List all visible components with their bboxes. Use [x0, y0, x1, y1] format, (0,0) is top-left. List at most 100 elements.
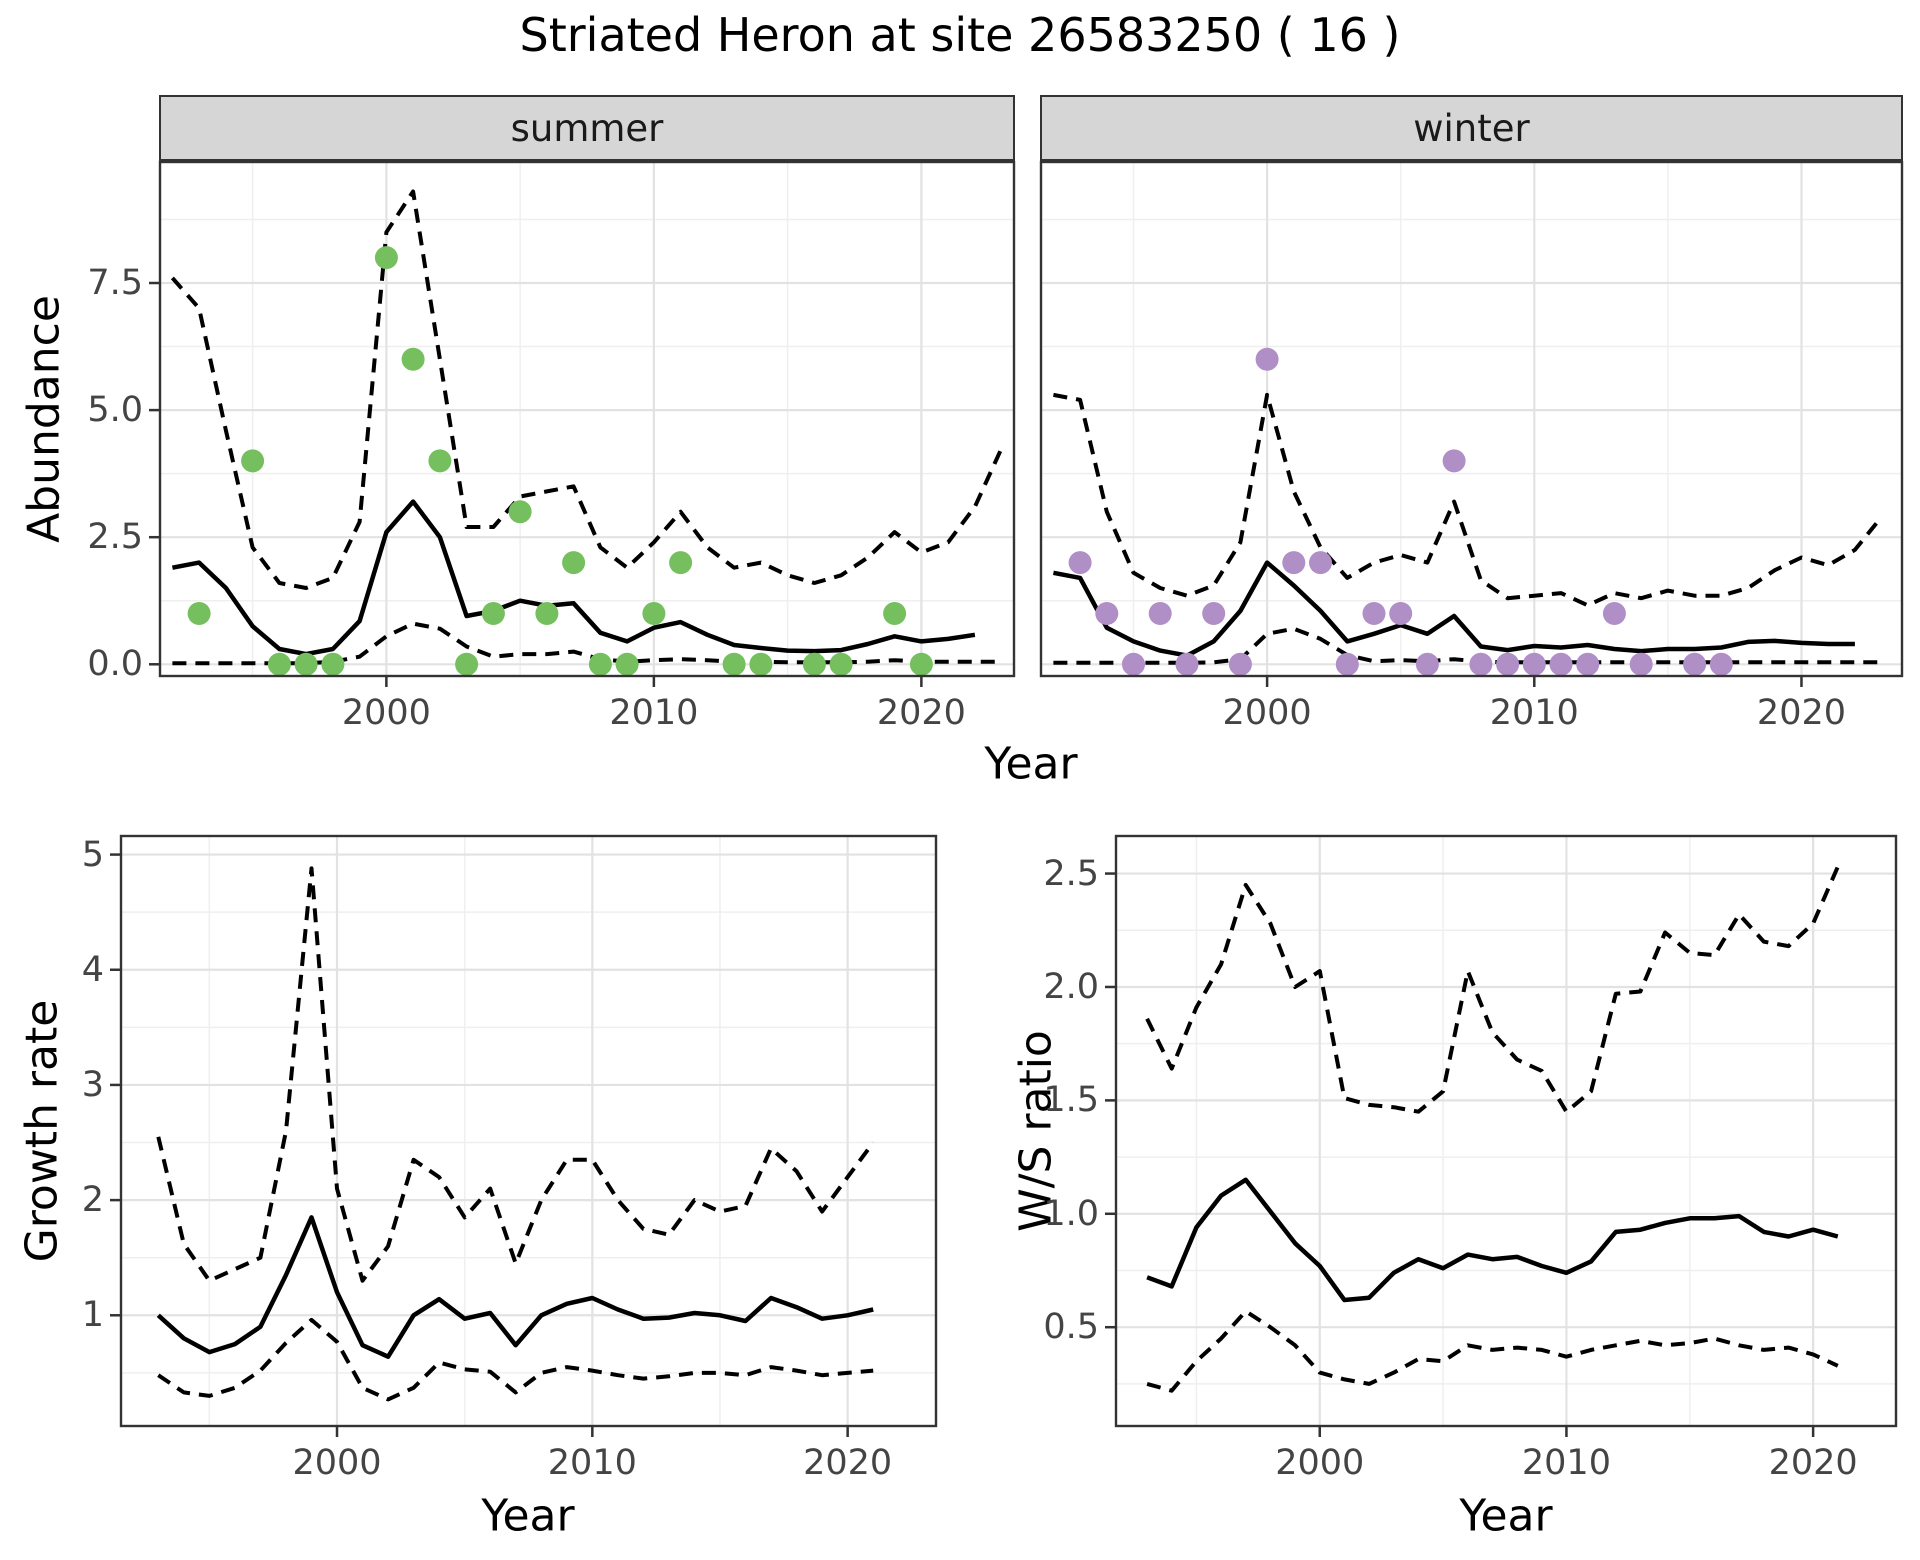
observed-counts-winter-point — [1522, 652, 1546, 676]
observed-counts-winter-point — [1148, 602, 1172, 625]
summer-y-tick-label: 2.5 — [87, 517, 143, 558]
observed-counts-winter-point — [1683, 652, 1707, 676]
panel-abundance-winter — [1039, 160, 1904, 687]
growth-y-tick-label: 1 — [81, 1295, 104, 1336]
chart-growth — [110, 834, 938, 1437]
summer-y-tick-label: 0.0 — [87, 644, 143, 685]
observed-counts-summer-point — [669, 551, 693, 575]
observed-counts-summer-point — [562, 551, 586, 575]
ws-x-tick-label: 2000 — [1275, 1443, 1365, 1483]
growth-x-tick-label: 2010 — [547, 1443, 637, 1483]
observed-counts-summer-point — [588, 652, 612, 676]
observed-counts-winter-point — [1549, 652, 1573, 676]
chart-summer — [149, 160, 1016, 687]
winter-median-line — [1052, 560, 1855, 658]
summer-median-line — [171, 499, 976, 657]
observed-counts-winter-point — [1362, 602, 1386, 625]
observed-counts-winter-point — [1282, 551, 1306, 575]
observed-counts-winter-point — [1228, 652, 1252, 676]
ws-lower_ci-line — [1146, 1309, 1839, 1393]
ws-y-tick-label: 0.5 — [1043, 1307, 1099, 1348]
observed-counts-summer-point — [455, 652, 479, 676]
observed-counts-summer-point — [802, 652, 826, 676]
observed-counts-winter-point — [1576, 652, 1600, 676]
ws-upper_ci-line — [1145, 866, 1840, 1114]
summer-upper_ci-line — [170, 189, 1004, 590]
observed-counts-winter-point — [1095, 602, 1119, 625]
observed-counts-winter-point — [1415, 652, 1439, 676]
observed-counts-summer-point — [187, 602, 211, 625]
observed-counts-summer-point — [321, 652, 345, 676]
observed-counts-summer-point — [615, 652, 639, 676]
growth-upper_ci-line — [156, 866, 875, 1283]
winter-x-tick-label: 2010 — [1489, 693, 1579, 733]
observed-counts-winter-point — [1709, 652, 1733, 676]
growth-x-tick-label: 2000 — [292, 1443, 382, 1483]
x-axis-title-year-top: Year — [984, 738, 1078, 790]
growth-median-line — [156, 1215, 874, 1359]
observed-counts-winter-point — [1629, 652, 1653, 676]
chart-ws — [1105, 834, 1898, 1437]
observed-counts-summer-point — [722, 652, 746, 676]
observed-counts-winter-point — [1255, 347, 1279, 371]
observed-counts-summer-point — [428, 449, 452, 473]
panel-ws-ratio — [1105, 834, 1898, 1437]
facet-strip-summer: summer — [159, 95, 1015, 161]
observed-counts-winter-point — [1202, 602, 1226, 625]
ws-y-tick-label: 1.0 — [1043, 1193, 1099, 1234]
observed-counts-summer-point — [374, 246, 398, 270]
ws-y-tick-label: 1.5 — [1043, 1080, 1099, 1121]
observed-counts-summer-point — [749, 652, 773, 676]
panel-growth-rate — [110, 834, 938, 1437]
facet-strip-winter: winter — [1040, 95, 1903, 161]
summer-y-tick-label: 7.5 — [87, 263, 143, 303]
growth-x-tick-label: 2020 — [803, 1443, 893, 1483]
observed-counts-winter-point — [1122, 652, 1145, 676]
observed-counts-winter-point — [1469, 652, 1493, 676]
winter-x-tick-label: 2020 — [1756, 693, 1847, 733]
ws-x-tick-label: 2020 — [1768, 1443, 1858, 1483]
observed-counts-winter-point — [1602, 602, 1626, 625]
y-axis-title-growth-rate: Growth rate — [16, 999, 68, 1263]
x-axis-title-year-ws: Year — [1459, 1490, 1553, 1542]
summer-x-tick-label: 2000 — [341, 693, 431, 733]
observed-counts-summer-point — [642, 602, 666, 625]
observed-counts-winter-point — [1335, 652, 1359, 676]
summer-y-tick-label: 5.0 — [87, 390, 143, 431]
observed-counts-summer-point — [883, 602, 907, 625]
observed-counts-winter-point — [1496, 652, 1520, 676]
x-axis-title-year-growth: Year — [481, 1490, 575, 1542]
ws-x-tick-label: 2010 — [1521, 1443, 1611, 1483]
growth-y-tick-label: 4 — [81, 949, 104, 990]
y-axis-title-abundance: Abundance — [18, 295, 70, 543]
facet-strip-winter-label: winter — [1413, 106, 1530, 150]
growth-lower_ci-line — [157, 1317, 874, 1402]
observed-counts-summer-point — [241, 449, 265, 473]
ws-y-tick-label: 2.5 — [1043, 853, 1099, 894]
observed-counts-winter-point — [1068, 551, 1092, 575]
observed-counts-winter-point — [1442, 449, 1466, 473]
winter-x-tick-label: 2000 — [1222, 693, 1312, 733]
ws-median-line — [1146, 1177, 1839, 1303]
observed-counts-summer-point — [294, 652, 318, 676]
observed-counts-summer-point — [508, 500, 532, 524]
observed-counts-summer-point — [481, 602, 505, 625]
observed-counts-summer-point — [401, 347, 425, 371]
plot-title: Striated Heron at site 26583250 ( 16 ) — [519, 8, 1401, 62]
observed-counts-summer-point — [829, 652, 853, 676]
panel-abundance-summer — [149, 160, 1016, 687]
observed-counts-winter-point — [1309, 551, 1332, 575]
observed-counts-summer-point — [267, 652, 291, 676]
growth-y-tick-label: 5 — [81, 834, 104, 875]
growth-y-tick-label: 2 — [81, 1180, 104, 1221]
summer-x-tick-label: 2010 — [609, 693, 699, 733]
observed-counts-winter-point — [1175, 652, 1199, 676]
ws-y-tick-label: 2.0 — [1043, 966, 1099, 1007]
growth-y-tick-label: 3 — [81, 1064, 104, 1105]
chart-winter — [1039, 160, 1904, 687]
winter-upper_ci-line — [1053, 392, 1884, 608]
observed-counts-summer-point — [909, 652, 933, 676]
observed-counts-winter-point — [1389, 602, 1413, 625]
observed-counts-summer-point — [535, 602, 559, 625]
